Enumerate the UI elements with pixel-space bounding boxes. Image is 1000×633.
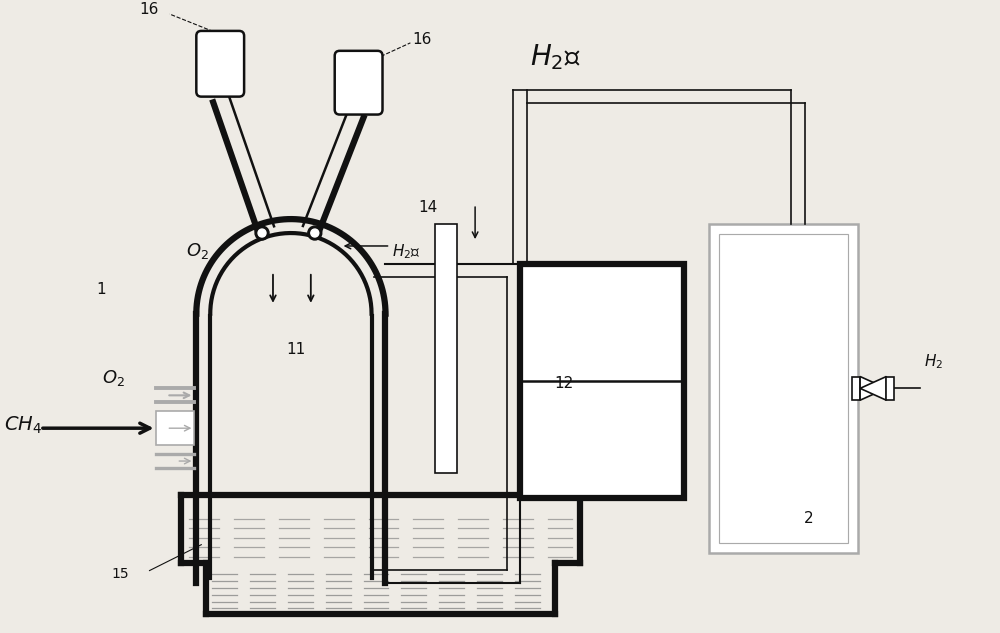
Text: 14: 14 [418, 200, 438, 215]
Circle shape [311, 229, 319, 237]
Bar [156, 411, 194, 445]
Bar [852, 377, 860, 400]
Bar [435, 224, 457, 473]
Bar [886, 377, 894, 400]
Text: 15: 15 [112, 567, 129, 580]
Circle shape [258, 229, 266, 237]
Polygon shape [860, 377, 886, 400]
Text: 1: 1 [97, 282, 106, 297]
Text: 12: 12 [555, 377, 574, 391]
Text: $H_2$、: $H_2$、 [530, 42, 580, 72]
Text: 16: 16 [140, 3, 159, 18]
Text: $O_2$: $O_2$ [102, 368, 125, 389]
Text: $CH_4$: $CH_4$ [4, 415, 42, 437]
Circle shape [255, 226, 269, 240]
Bar [719, 234, 848, 542]
Text: 2: 2 [804, 511, 813, 526]
Text: 16: 16 [412, 32, 432, 47]
Text: $O_2$: $O_2$ [186, 241, 209, 261]
FancyBboxPatch shape [196, 31, 244, 97]
Bar [709, 224, 858, 553]
Text: 13: 13 [435, 446, 455, 461]
Text: $H_2$: $H_2$ [924, 353, 943, 371]
Polygon shape [860, 377, 886, 400]
Circle shape [308, 226, 322, 240]
Bar [520, 264, 684, 498]
FancyBboxPatch shape [335, 51, 383, 115]
Text: 11: 11 [286, 342, 305, 356]
Text: $H_2$，: $H_2$， [392, 242, 421, 261]
